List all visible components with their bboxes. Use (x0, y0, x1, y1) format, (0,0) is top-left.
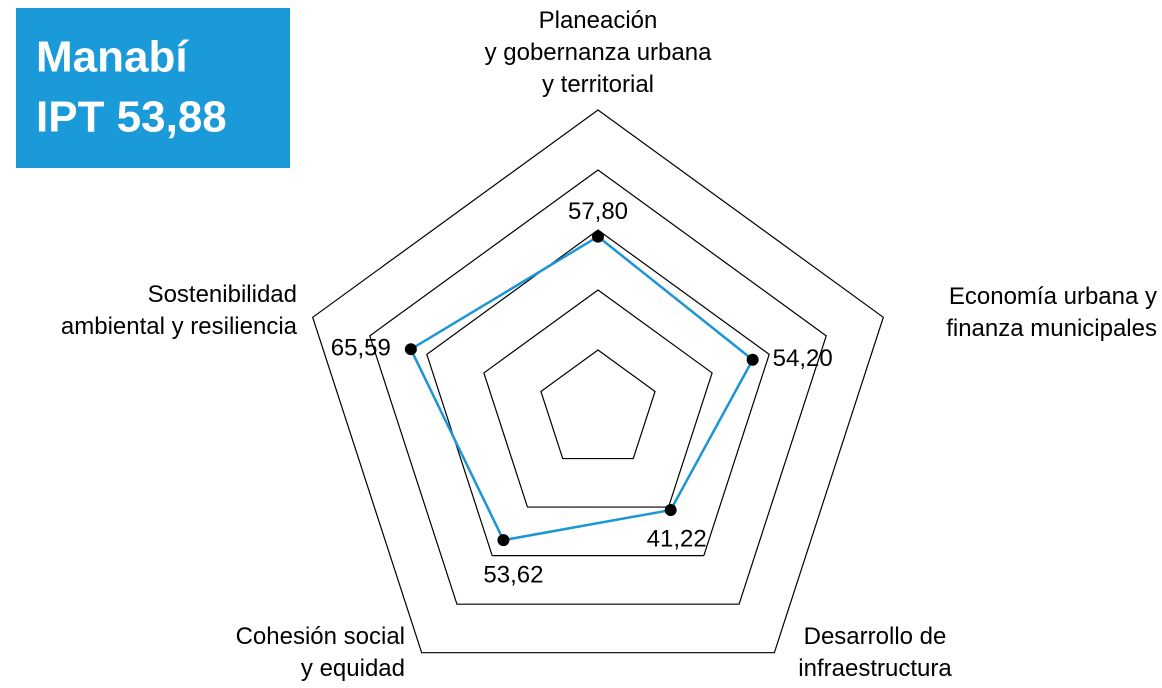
series-line (409, 235, 755, 542)
category-line: ambiental y resiliencia (61, 313, 298, 340)
grid-ring (311, 109, 885, 654)
value-label: 54,20 (773, 345, 833, 372)
category-line: Planeación (539, 7, 658, 34)
value-label: 53,62 (483, 561, 543, 588)
value-label: 65,59 (331, 335, 391, 362)
grid-ring (426, 229, 770, 557)
title-box (16, 8, 290, 168)
data-point (746, 353, 759, 366)
data-point (404, 343, 417, 356)
category-line: Economía urbana y (949, 283, 1157, 310)
category-label: Planeación y gobernanza urbana y territori… (485, 7, 712, 98)
category-line: y territorial (542, 71, 654, 98)
value-label: 41,22 (647, 525, 707, 552)
category-label: Economía urbana y finanza municipales (946, 283, 1157, 342)
grid-ring (540, 349, 656, 460)
category-line: y equidad (301, 655, 405, 682)
category-line: Cohesión social (236, 623, 405, 650)
grid-ring (369, 169, 827, 605)
category-label: Sostenibilidad ambiental y resiliencia (61, 281, 298, 340)
category-line: Sostenibilidad (148, 281, 297, 308)
chart-title: Manabí (36, 33, 189, 82)
category-line: infraestructura (798, 655, 952, 682)
category-line: Desarrollo de (804, 623, 947, 650)
category-label: Desarrollo de infraestructura (798, 623, 952, 682)
data-point (592, 230, 604, 243)
category-line: finanza municipales (946, 315, 1157, 342)
category-label: Cohesión social y equidad (236, 623, 405, 682)
chart-subtitle: IPT 53,88 (36, 93, 227, 142)
grid-ring (483, 289, 713, 508)
data-point (664, 504, 677, 517)
data-point (497, 534, 510, 547)
category-line: y gobernanza urbana (485, 39, 712, 66)
value-label: 57,80 (568, 198, 628, 225)
